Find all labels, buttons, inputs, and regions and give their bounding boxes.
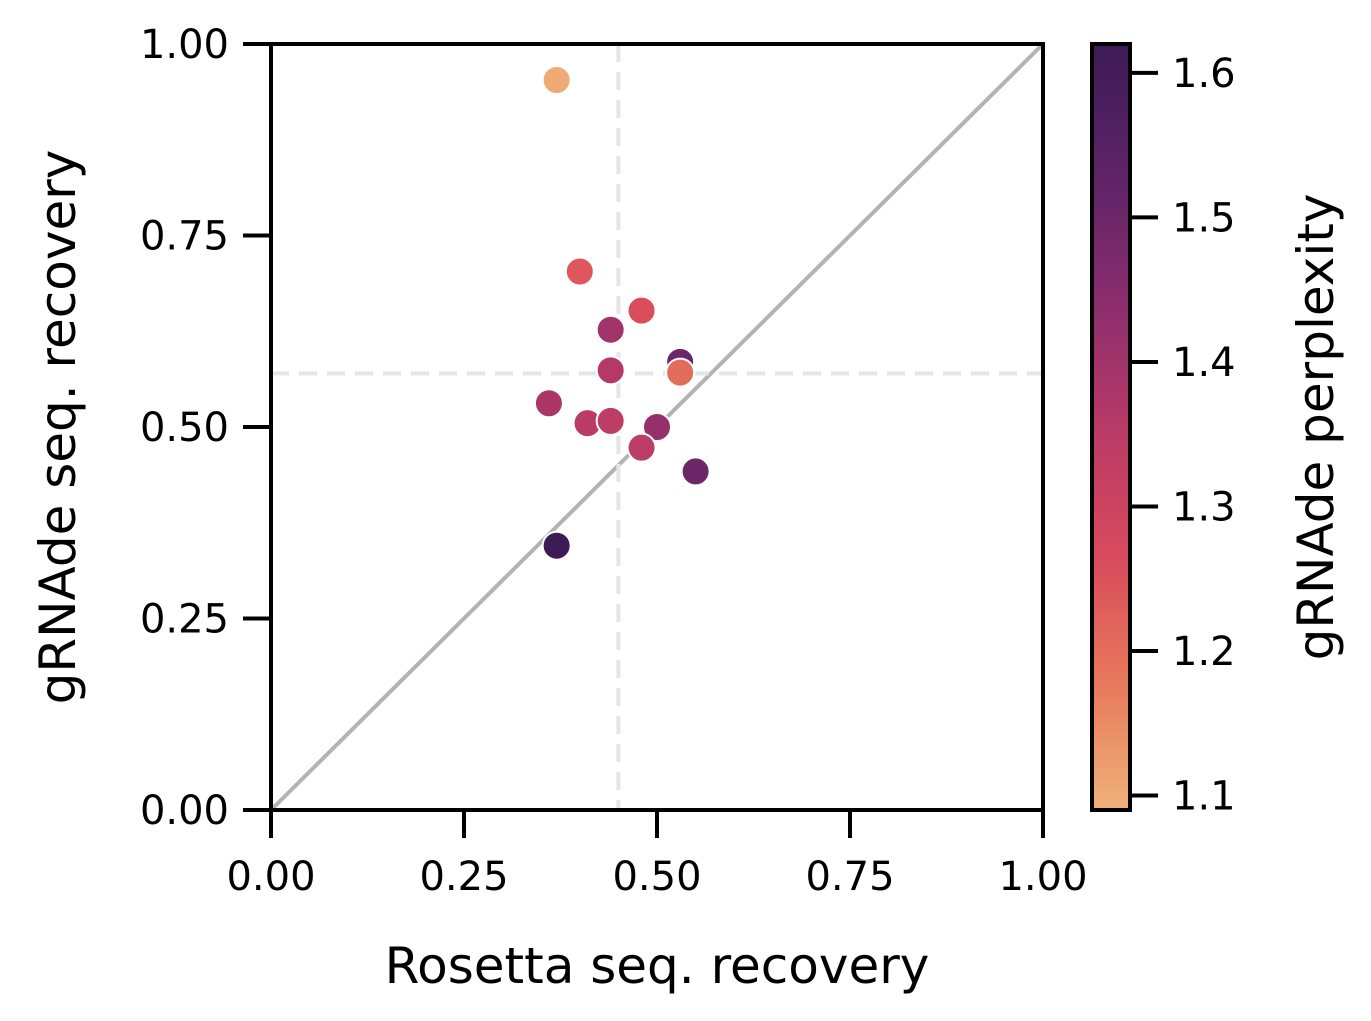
colorbar-tick-label: 1.3 [1172,484,1236,530]
colorbar-tick-label: 1.2 [1172,629,1236,675]
scatter-point [626,432,657,463]
y-tick-label: 0.25 [140,597,229,643]
x-tick-label: 0.25 [419,854,508,900]
x-axis-ticks: 0.00 0.25 0.50 0.75 1.00 [226,810,1088,900]
y-tick-label: 0.50 [140,405,229,451]
scatter-point [642,412,672,442]
y-axis-label: gRNAde seq. recovery [29,150,87,705]
y-axis-ticks: 0.00 0.25 0.50 0.75 1.00 [140,22,271,834]
y-tick-label: 0.75 [140,214,229,260]
scatter-point [541,530,572,561]
colorbar [1090,42,1132,812]
y-tick-label: 0.00 [140,788,229,834]
scatter-point [680,456,711,487]
scatter-point [626,295,657,326]
scatter-point [541,65,572,96]
scatter-point [665,357,696,388]
scatter-point [533,388,564,419]
colorbar-tick-label: 1.1 [1172,774,1236,820]
colorbar-tick-label: 1.6 [1172,51,1236,97]
scatter-point [595,405,626,436]
colorbar-label: gRNAde perplexity [1287,194,1345,661]
scatter-point [564,256,595,287]
x-tick-label: 0.50 [612,854,701,900]
x-axis-label: Rosetta seq. recovery [385,937,930,995]
x-tick-label: 0.75 [805,854,894,900]
colorbar-ticks: 1.1 1.2 1.3 1.4 1.5 1.6 [1130,51,1236,820]
scatter-point [595,355,626,386]
data-points [533,65,711,561]
colorbar-tick-label: 1.4 [1172,340,1236,386]
scatter-point [595,314,626,345]
x-tick-label: 1.00 [998,854,1087,900]
y-tick-label: 1.00 [140,22,229,68]
colorbar-tick-label: 1.5 [1172,195,1236,241]
x-tick-label: 0.00 [226,854,315,900]
